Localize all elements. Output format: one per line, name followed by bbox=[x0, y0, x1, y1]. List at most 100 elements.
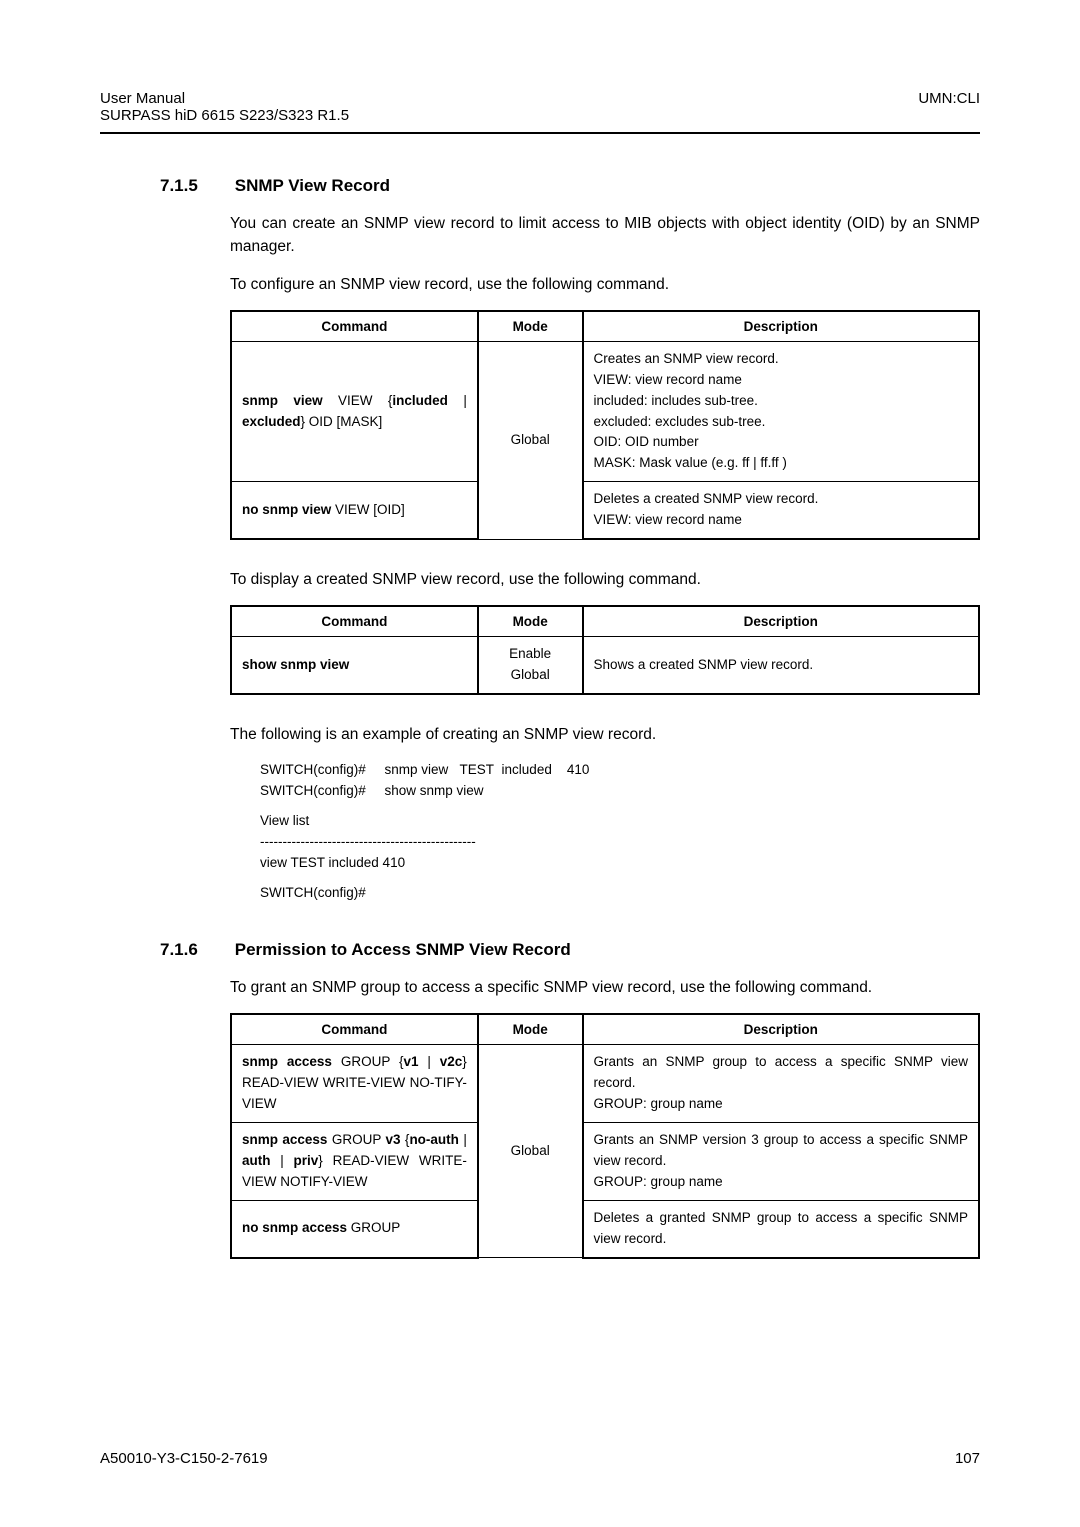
td-desc: Shows a created SNMP view record. bbox=[583, 637, 979, 694]
desc-line: Grants an SNMP version 3 group to access… bbox=[594, 1130, 968, 1172]
td-mode: Global bbox=[478, 1045, 583, 1258]
header-left-line2: SURPASS hiD 6615 S223/S323 R1.5 bbox=[100, 107, 349, 124]
table-row: snmp access GROUP {v1 | v2c} READ-VIEW W… bbox=[231, 1045, 979, 1123]
td-desc: Grants an SNMP group to access a specifi… bbox=[583, 1045, 979, 1123]
para-715-2: To configure an SNMP view record, use th… bbox=[230, 273, 980, 296]
table-row: snmp view VIEW {included | excluded} OID… bbox=[231, 341, 979, 482]
code-line: view TEST included 410 bbox=[260, 853, 980, 874]
desc-line: Deletes a granted SNMP group to access a… bbox=[594, 1208, 968, 1250]
code-example: SWITCH(config)# snmp view TEST included … bbox=[260, 760, 980, 904]
th-command: Command bbox=[231, 1014, 478, 1045]
section-heading-715: 7.1.5 SNMP View Record bbox=[160, 176, 980, 196]
page-footer: A50010-Y3-C150-2-7619 107 bbox=[100, 1450, 980, 1467]
section-number: 7.1.5 bbox=[160, 176, 230, 196]
header-left: User Manual SURPASS hiD 6615 S223/S323 R… bbox=[100, 90, 349, 124]
td-desc: Grants an SNMP version 3 group to access… bbox=[583, 1123, 979, 1201]
code-line: View list bbox=[260, 811, 980, 832]
cmd-part: v1 bbox=[403, 1054, 418, 1069]
cmd-part: v2c bbox=[440, 1054, 463, 1069]
cmd-part: excluded bbox=[242, 414, 301, 429]
table-row: no snmp view VIEW [OID] Deletes a create… bbox=[231, 482, 979, 539]
td-command: no snmp access GROUP bbox=[231, 1200, 478, 1257]
cmd-part: | bbox=[419, 1054, 440, 1069]
table-row: no snmp access GROUP Deletes a granted S… bbox=[231, 1200, 979, 1257]
table-snmp-access: Command Mode Description snmp access GRO… bbox=[230, 1013, 980, 1258]
desc-line: GROUP: group name bbox=[594, 1172, 968, 1193]
desc-line: included: includes sub-tree. bbox=[594, 391, 968, 412]
code-line: SWITCH(config)# snmp view TEST included … bbox=[260, 760, 980, 781]
desc-line: MASK: Mask value (e.g. ff | ff.ff ) bbox=[594, 453, 968, 474]
desc-line: Creates an SNMP view record. bbox=[594, 349, 968, 370]
table-header-row: Command Mode Description bbox=[231, 311, 979, 342]
mode-line: Global bbox=[489, 665, 572, 686]
td-command: snmp view VIEW {included | excluded} OID… bbox=[231, 341, 478, 482]
cmd-part: priv bbox=[294, 1153, 319, 1168]
table-show-snmp-view: Command Mode Description show snmp view … bbox=[230, 605, 980, 695]
cmd-part: VIEW { bbox=[323, 393, 393, 408]
table-snmp-view: Command Mode Description snmp view VIEW … bbox=[230, 310, 980, 540]
td-command: snmp access GROUP {v1 | v2c} READ-VIEW W… bbox=[231, 1045, 478, 1123]
table-row: snmp access GROUP v3 {no-auth | auth | p… bbox=[231, 1123, 979, 1201]
th-mode: Mode bbox=[478, 606, 583, 637]
cmd-part: GROUP bbox=[327, 1132, 385, 1147]
code-line: ----------------------------------------… bbox=[260, 832, 980, 853]
th-description: Description bbox=[583, 606, 979, 637]
cmd-part: | bbox=[459, 1132, 467, 1147]
para-715-4: The following is an example of creating … bbox=[230, 723, 980, 746]
th-mode: Mode bbox=[478, 311, 583, 342]
para-716-1: To grant an SNMP group to access a speci… bbox=[230, 976, 980, 999]
td-desc: Creates an SNMP view record. VIEW: view … bbox=[583, 341, 979, 482]
table-header-row: Command Mode Description bbox=[231, 1014, 979, 1045]
desc-line: VIEW: view record name bbox=[594, 510, 968, 531]
mode-line: Enable bbox=[489, 644, 572, 665]
code-line: SWITCH(config)# bbox=[260, 883, 980, 904]
desc-line: VIEW: view record name bbox=[594, 370, 968, 391]
desc-line: GROUP: group name bbox=[594, 1094, 968, 1115]
td-mode: Enable Global bbox=[478, 637, 583, 694]
table-header-row: Command Mode Description bbox=[231, 606, 979, 637]
section-title: Permission to Access SNMP View Record bbox=[235, 940, 571, 959]
cmd-part: | bbox=[448, 393, 467, 408]
cmd-part: included bbox=[392, 393, 448, 408]
section-heading-716: 7.1.6 Permission to Access SNMP View Rec… bbox=[160, 940, 980, 960]
para-715-1: You can create an SNMP view record to li… bbox=[230, 212, 980, 259]
th-description: Description bbox=[583, 1014, 979, 1045]
desc-line: excluded: excludes sub-tree. bbox=[594, 412, 968, 433]
cmd-part: } OID [MASK] bbox=[301, 414, 383, 429]
cmd-part: v3 bbox=[386, 1132, 401, 1147]
th-command: Command bbox=[231, 606, 478, 637]
cmd-part: no snmp access bbox=[242, 1220, 347, 1235]
cmd-part: GROUP bbox=[347, 1220, 400, 1235]
td-desc: Deletes a created SNMP view record. VIEW… bbox=[583, 482, 979, 539]
cmd-part: snmp access bbox=[242, 1132, 327, 1147]
footer-page-number: 107 bbox=[955, 1450, 980, 1467]
header-left-line1: User Manual bbox=[100, 90, 349, 107]
cmd-part: | bbox=[271, 1153, 294, 1168]
cmd-part: VIEW [OID] bbox=[331, 502, 405, 517]
section-number: 7.1.6 bbox=[160, 940, 230, 960]
desc-line: Grants an SNMP group to access a specifi… bbox=[594, 1052, 968, 1094]
td-mode: Global bbox=[478, 341, 583, 539]
td-desc: Deletes a granted SNMP group to access a… bbox=[583, 1200, 979, 1257]
td-command: snmp access GROUP v3 {no-auth | auth | p… bbox=[231, 1123, 478, 1201]
header-divider bbox=[100, 132, 980, 134]
code-line: SWITCH(config)# show snmp view bbox=[260, 781, 980, 802]
footer-left: A50010-Y3-C150-2-7619 bbox=[100, 1450, 268, 1467]
section-title: SNMP View Record bbox=[235, 176, 390, 195]
cmd-part: GROUP { bbox=[332, 1054, 404, 1069]
desc-line: Deletes a created SNMP view record. bbox=[594, 489, 968, 510]
cmd-part: no-auth bbox=[409, 1132, 459, 1147]
td-command: show snmp view bbox=[231, 637, 478, 694]
cmd-part: no snmp view bbox=[242, 502, 331, 517]
th-description: Description bbox=[583, 311, 979, 342]
desc-line: OID: OID number bbox=[594, 432, 968, 453]
header-right: UMN:CLI bbox=[918, 90, 980, 124]
table-row: show snmp view Enable Global Shows a cre… bbox=[231, 637, 979, 694]
th-command: Command bbox=[231, 311, 478, 342]
cmd-part: snmp view bbox=[242, 393, 323, 408]
cmd-part: auth bbox=[242, 1153, 271, 1168]
td-command: no snmp view VIEW [OID] bbox=[231, 482, 478, 539]
th-mode: Mode bbox=[478, 1014, 583, 1045]
cmd-part: snmp access bbox=[242, 1054, 332, 1069]
page-header: User Manual SURPASS hiD 6615 S223/S323 R… bbox=[100, 90, 980, 124]
